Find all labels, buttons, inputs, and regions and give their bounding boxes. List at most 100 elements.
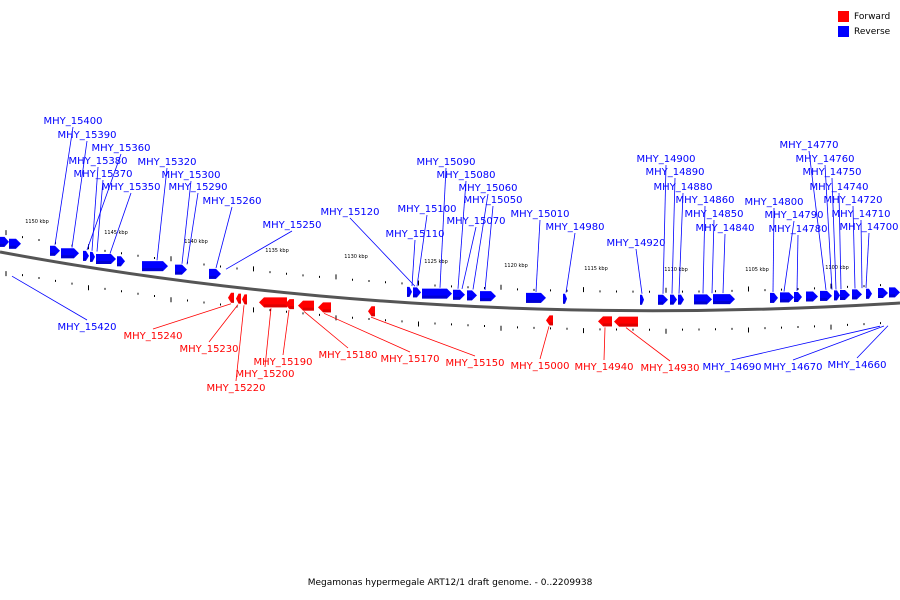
label-connector (457, 180, 467, 289)
legend-label-forward: Forward (854, 11, 891, 22)
gene-label-reverse: MHY_15080 (436, 170, 495, 181)
reverse-gene (50, 245, 60, 256)
reverse-gene (480, 291, 496, 302)
forward-gene (368, 306, 375, 317)
forward-gene-shade (323, 309, 331, 313)
reverse-gene (61, 248, 79, 259)
gene-label-reverse: MHY_15390 (57, 130, 116, 141)
gene-label-forward: MHY_15190 (253, 357, 312, 368)
legend-swatch-forward (838, 11, 849, 22)
gene-label-reverse: MHY_15120 (320, 207, 379, 218)
reverse-gene-shade (866, 295, 869, 299)
reverse-gene (780, 292, 794, 303)
reverse-gene (820, 290, 832, 301)
reverse-gene-shade (413, 294, 417, 298)
reverse-gene-shade (422, 295, 447, 299)
reverse-gene (640, 294, 644, 305)
gene-label-reverse: MHY_14740 (809, 182, 868, 193)
forward-gene-shade (244, 301, 247, 305)
gene-label-reverse: MHY_15360 (91, 143, 150, 154)
reverse-gene-shade (640, 301, 642, 305)
gene-label-reverse: MHY_15050 (463, 195, 522, 206)
gene-label-reverse: MHY_15250 (262, 220, 321, 231)
reverse-gene (866, 288, 872, 299)
label-connector (635, 248, 643, 294)
label-connector (323, 312, 411, 353)
gene-label-reverse: MHY_14780 (768, 224, 827, 235)
forward-gene (285, 299, 294, 310)
reverse-gene-shade (209, 275, 216, 279)
label-connector (208, 304, 239, 343)
reverse-gene (142, 261, 168, 272)
reverse-gene-shade (820, 297, 827, 301)
legend-item-reverse: Reverse (838, 24, 890, 39)
label-connector (152, 303, 232, 330)
reverse-gene (96, 253, 116, 264)
label-connector (808, 150, 827, 290)
reverse-gene-shade (9, 245, 16, 249)
reverse-gene-shade (840, 297, 845, 301)
gene-label-reverse: MHY_15400 (43, 116, 102, 127)
gene-label-reverse: MHY_14710 (831, 209, 890, 220)
label-connector (416, 214, 428, 287)
reverse-gene (407, 286, 412, 297)
label-connector (181, 180, 192, 264)
forward-gene (614, 316, 638, 327)
label-connector (838, 192, 842, 290)
forward-gene-shade (371, 313, 375, 317)
gene-label-reverse: MHY_14850 (684, 209, 743, 220)
reverse-gene-shade (852, 296, 857, 300)
reverse-gene (678, 294, 684, 305)
gene-label-reverse: MHY_14920 (606, 238, 665, 249)
reverse-gene-shade (480, 298, 491, 302)
kbp-label: 1110 kbp (664, 267, 688, 273)
reverse-gene (889, 287, 900, 298)
reverse-gene-shade (678, 301, 681, 305)
label-connector (856, 325, 889, 359)
gene-label-reverse: MHY_14760 (795, 154, 854, 165)
gene-label-reverse: MHY_15010 (510, 209, 569, 220)
kbp-label: 1115 kbp (584, 266, 608, 272)
scale-ticks (5, 230, 881, 334)
gene-label-reverse: MHY_15100 (397, 204, 456, 215)
label-connector (54, 126, 74, 245)
reverse-gene (563, 293, 567, 304)
gene-label-forward: MHY_15170 (380, 354, 439, 365)
reverse-gene-shade (50, 252, 55, 256)
gene-labels: MHY_15400 MHY_15390 MHY_15360 MHY_15380 MHY_… (43, 116, 898, 394)
kbp-label: 1150 kbp (25, 219, 49, 225)
kbp-label: 1120 kbp (504, 263, 528, 269)
reverse-gene-shade (90, 258, 93, 262)
reverse-gene (90, 251, 95, 262)
reverse-gene (840, 290, 850, 301)
reverse-gene (806, 291, 818, 302)
label-connector (472, 193, 489, 290)
reverse-gene-shade (794, 299, 798, 303)
reverse-gene-shade (889, 294, 895, 298)
forward-gene-shade (549, 322, 553, 326)
reverse-gene-shade (806, 298, 813, 302)
gene-label-reverse: MHY_14720 (823, 195, 882, 206)
reverse-gene (83, 250, 89, 261)
figure-caption: Megamonas hypermegale ART12/1 draft geno… (307, 578, 593, 588)
label-connector (86, 153, 122, 251)
forward-gene-shade (238, 300, 241, 304)
label-connector (91, 166, 99, 251)
reverse-gene (670, 294, 677, 305)
reverse-gene-shade (834, 297, 837, 301)
reverse-gene (794, 292, 802, 303)
reverse-gene-shade (878, 295, 883, 299)
label-connector (678, 192, 684, 294)
reverse-gene (526, 292, 546, 303)
gene-label-forward: MHY_15180 (318, 350, 377, 361)
label-connector (349, 217, 416, 287)
gene-label-reverse: MHY_14890 (645, 167, 704, 178)
gene-label-reverse: MHY_14750 (802, 167, 861, 178)
label-connector (535, 219, 541, 292)
reverse-gene-shade (694, 301, 707, 305)
label-connector (264, 308, 272, 368)
reverse-gene (209, 268, 221, 279)
gene-label-reverse: MHY_15110 (385, 229, 444, 240)
forward-gene (236, 293, 241, 304)
